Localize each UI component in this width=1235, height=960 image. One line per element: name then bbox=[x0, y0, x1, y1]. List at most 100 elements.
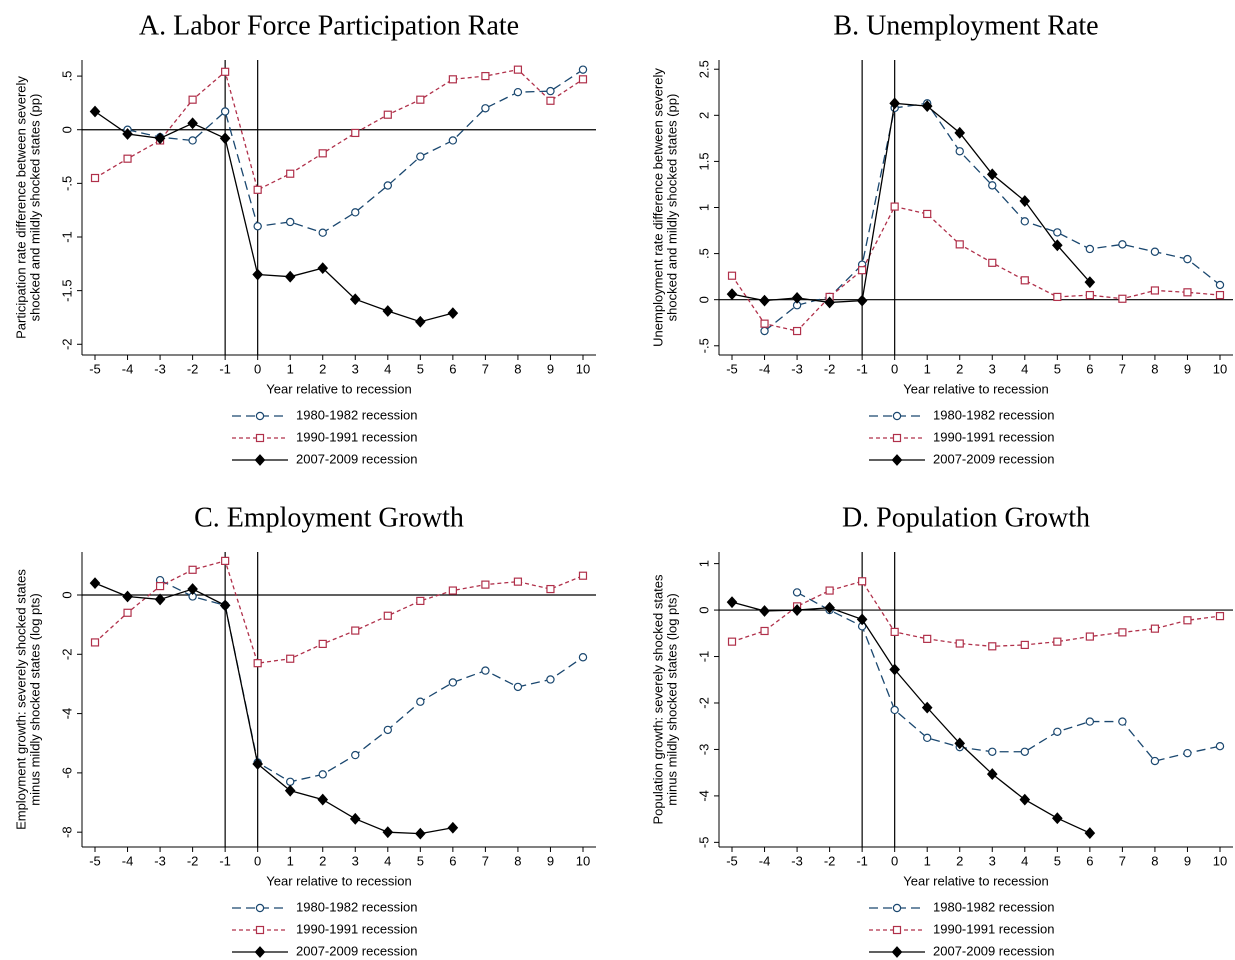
y-axis-label: minus mildly shocked states (log pts) bbox=[664, 593, 679, 805]
marker bbox=[513, 87, 523, 97]
y-axis-label: Population growth: severely shocked stat… bbox=[650, 574, 665, 825]
marker bbox=[858, 266, 867, 275]
marker bbox=[546, 96, 555, 105]
marker bbox=[760, 319, 769, 328]
y-tick-label: -.5 bbox=[696, 338, 711, 353]
marker bbox=[318, 639, 327, 649]
legend-marker bbox=[254, 946, 266, 958]
x-tick-label: 10 bbox=[1213, 853, 1227, 868]
marker bbox=[1183, 288, 1192, 297]
x-tick-label: -4 bbox=[759, 853, 771, 868]
marker bbox=[416, 152, 425, 161]
x-tick-label: 4 bbox=[1021, 361, 1028, 376]
panel: B. Unemployment Rate -.5 0 .5 1 1.5 2 2.5 -5 -4 -3… bbox=[650, 10, 1233, 466]
x-tick-label: -5 bbox=[726, 853, 738, 868]
x-tick-label: 0 bbox=[891, 853, 898, 868]
marker bbox=[1020, 276, 1029, 285]
marker bbox=[447, 821, 459, 834]
marker bbox=[921, 100, 933, 112]
marker bbox=[825, 586, 834, 595]
marker bbox=[219, 599, 231, 612]
marker bbox=[89, 577, 101, 590]
marker bbox=[1150, 624, 1160, 633]
marker bbox=[988, 747, 997, 756]
legend-marker bbox=[255, 903, 265, 913]
marker bbox=[252, 758, 263, 770]
marker bbox=[1085, 632, 1094, 641]
chart-title: D. Population Growth bbox=[842, 502, 1090, 533]
x-axis-label: Year relative to recession bbox=[266, 873, 412, 888]
x-tick-label: -2 bbox=[824, 361, 836, 376]
marker bbox=[889, 663, 900, 676]
marker bbox=[759, 294, 770, 307]
marker bbox=[383, 725, 392, 735]
series-line bbox=[731, 102, 1091, 304]
y-tick-label: -.5 bbox=[59, 176, 74, 191]
marker bbox=[1118, 717, 1127, 726]
marker bbox=[513, 577, 523, 586]
series-line bbox=[731, 205, 1221, 332]
marker bbox=[284, 270, 296, 283]
x-tick-label: 6 bbox=[449, 361, 456, 376]
marker bbox=[317, 262, 329, 275]
marker bbox=[286, 777, 295, 786]
legend-label: 2007-2009 recession bbox=[933, 943, 1054, 958]
x-tick-label: 5 bbox=[417, 853, 424, 868]
x-tick-label: -2 bbox=[824, 853, 836, 868]
legend-marker bbox=[255, 925, 265, 935]
y-tick-label: -2 bbox=[696, 697, 711, 709]
marker bbox=[123, 608, 132, 617]
marker bbox=[448, 136, 458, 145]
x-tick-label: 2 bbox=[956, 853, 963, 868]
marker bbox=[955, 240, 964, 249]
x-tick-label: 5 bbox=[417, 361, 424, 376]
marker bbox=[791, 604, 803, 616]
marker bbox=[351, 128, 360, 138]
marker bbox=[1150, 286, 1160, 295]
legend-label: 1990-1991 recession bbox=[933, 429, 1054, 444]
series-line bbox=[94, 68, 584, 191]
legend-label: 1990-1991 recession bbox=[933, 921, 1054, 936]
marker bbox=[481, 666, 490, 675]
x-axis-label: Year relative to recession bbox=[266, 381, 412, 396]
marker bbox=[1053, 727, 1062, 736]
marker bbox=[448, 586, 457, 595]
marker bbox=[416, 95, 425, 104]
marker bbox=[221, 67, 230, 76]
marker bbox=[792, 588, 802, 597]
marker bbox=[792, 326, 802, 336]
marker bbox=[90, 638, 100, 647]
marker bbox=[318, 228, 327, 237]
marker bbox=[954, 126, 966, 139]
marker bbox=[578, 65, 588, 74]
series-line bbox=[796, 591, 1221, 762]
legend-marker bbox=[892, 925, 902, 935]
marker bbox=[1084, 827, 1096, 839]
marker bbox=[122, 590, 133, 603]
x-tick-label: 0 bbox=[891, 361, 898, 376]
y-axis-label: Unemployment rate difference between sev… bbox=[650, 68, 665, 347]
marker bbox=[416, 596, 425, 606]
marker bbox=[1053, 292, 1062, 302]
y-tick-label: -2 bbox=[59, 338, 74, 350]
x-tick-label: -1 bbox=[856, 361, 868, 376]
marker bbox=[955, 639, 964, 648]
marker bbox=[155, 581, 165, 591]
legend-label: 1990-1991 recession bbox=[296, 429, 417, 444]
marker bbox=[1020, 217, 1029, 226]
y-tick-label: -1 bbox=[696, 651, 711, 663]
marker bbox=[513, 682, 523, 692]
marker bbox=[187, 583, 198, 595]
x-tick-label: 8 bbox=[514, 361, 521, 376]
x-tick-label: 1 bbox=[287, 853, 294, 868]
marker bbox=[351, 626, 360, 635]
legend-label: 1980-1982 recession bbox=[296, 899, 417, 914]
legend-marker bbox=[254, 454, 266, 466]
marker bbox=[921, 701, 933, 714]
marker bbox=[546, 675, 555, 684]
y-tick-label: 1.5 bbox=[696, 152, 711, 170]
marker bbox=[726, 288, 738, 301]
marker bbox=[760, 326, 769, 336]
x-tick-label: 7 bbox=[482, 853, 489, 868]
marker bbox=[383, 110, 392, 119]
